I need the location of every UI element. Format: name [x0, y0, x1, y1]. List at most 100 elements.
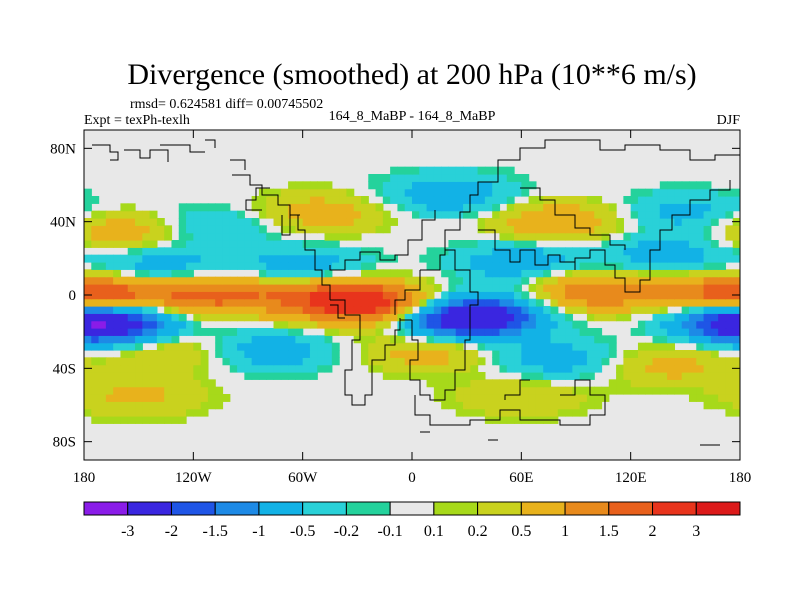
field-cell — [135, 225, 143, 234]
field-cell — [288, 284, 296, 292]
field-cell — [164, 284, 173, 292]
field-cell — [258, 276, 267, 285]
field-cell — [688, 269, 697, 278]
field-cell — [156, 313, 165, 322]
field-cell — [382, 284, 391, 292]
field-cell — [295, 203, 304, 212]
field-cell — [572, 350, 581, 358]
field-cell — [412, 328, 420, 336]
field-cell — [710, 254, 719, 263]
field-cell — [667, 357, 675, 366]
colorbar-label: 3 — [692, 523, 700, 540]
field-cell — [703, 218, 712, 226]
field-cell — [368, 210, 377, 219]
field-cell — [433, 342, 442, 351]
field-cell — [317, 342, 326, 351]
field-cell — [732, 379, 740, 388]
field-cell — [251, 247, 260, 256]
field-cell — [382, 269, 391, 278]
field-cell — [91, 394, 100, 402]
field-cell — [324, 320, 333, 329]
field-cell — [477, 328, 486, 336]
field-cell — [251, 225, 260, 234]
field-cell — [608, 350, 617, 358]
field-cell — [703, 284, 712, 292]
field-cell — [98, 218, 107, 226]
field-cell — [309, 203, 318, 212]
field-cell — [521, 210, 530, 219]
field-cell — [390, 218, 399, 226]
field-cell — [302, 225, 311, 234]
field-cell — [193, 276, 202, 285]
field-cell — [186, 401, 194, 410]
field-cell — [309, 210, 318, 219]
field-cell — [244, 225, 253, 234]
field-cell — [397, 276, 406, 285]
field-cell — [645, 386, 654, 395]
field-cell — [404, 320, 413, 329]
field-cell — [637, 291, 646, 300]
field-cell — [543, 379, 552, 388]
field-cell — [317, 320, 326, 329]
field-cell — [463, 203, 471, 212]
field-cell — [703, 276, 712, 285]
field-cell — [207, 298, 216, 307]
field-cell — [324, 269, 333, 278]
field-cell — [448, 298, 457, 307]
field-cell — [280, 188, 289, 197]
field-cell — [645, 196, 654, 204]
field-cell — [667, 320, 675, 329]
field-cell — [637, 298, 646, 307]
field-cell — [280, 269, 289, 278]
field-cell — [521, 232, 530, 241]
field-cell — [164, 357, 173, 366]
field-cell — [339, 188, 347, 197]
field-cell — [127, 335, 136, 344]
field-cell — [710, 210, 719, 219]
field-cell — [652, 328, 661, 336]
field-cell — [514, 394, 522, 402]
field-cell — [572, 232, 581, 241]
field-cell — [543, 284, 552, 292]
field-cell — [550, 313, 559, 322]
field-cell — [703, 306, 712, 314]
field-cell — [550, 284, 559, 292]
field-cell — [426, 379, 435, 388]
field-cell — [193, 306, 202, 314]
field-cell — [98, 401, 107, 410]
field-cell — [317, 298, 326, 307]
field-cell — [193, 350, 202, 358]
field-cell — [142, 320, 151, 329]
field-cell — [105, 394, 114, 402]
field-cell — [441, 188, 450, 197]
field-cell — [222, 335, 231, 344]
field-cell — [229, 364, 238, 373]
field-cell — [674, 386, 683, 395]
field-cell — [105, 313, 114, 322]
field-cell — [470, 262, 479, 270]
field-cell — [601, 357, 610, 366]
field-cell — [164, 386, 173, 395]
field-cell — [601, 232, 610, 241]
field-cell — [273, 218, 282, 226]
field-cell — [331, 320, 340, 329]
field-cell — [135, 386, 143, 395]
field-cell — [688, 394, 697, 402]
field-cell — [572, 401, 581, 410]
field-cell — [309, 247, 318, 256]
field-cell — [127, 298, 136, 307]
field-cell — [572, 298, 581, 307]
field-cell — [492, 240, 501, 248]
field-cell — [550, 372, 559, 380]
field-cell — [113, 386, 122, 395]
field-cell — [623, 284, 632, 292]
field-cell — [280, 306, 289, 314]
field-cell — [572, 210, 581, 219]
field-cell — [142, 408, 151, 417]
field-cell — [630, 269, 639, 278]
field-cell — [659, 225, 668, 234]
field-cell — [295, 364, 304, 373]
field-cell — [91, 335, 100, 344]
field-cell — [237, 247, 245, 256]
